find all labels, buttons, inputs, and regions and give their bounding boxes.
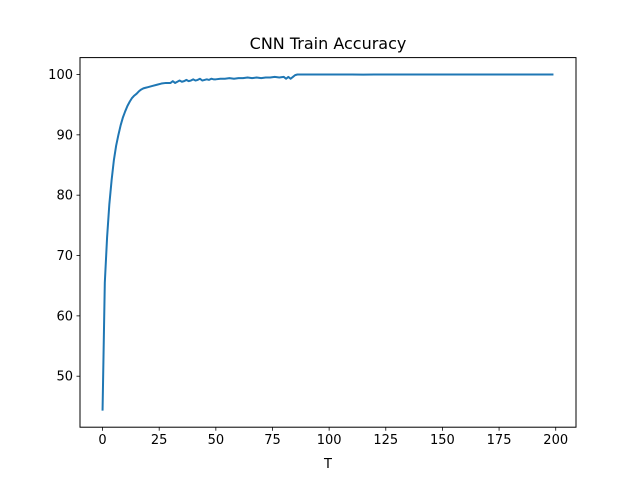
chart-title: CNN Train Accuracy <box>250 34 407 53</box>
x-tick-label: 100 <box>317 433 342 448</box>
x-tick-label: 125 <box>373 433 398 448</box>
x-tick-label: 175 <box>487 433 512 448</box>
x-tick-label: 75 <box>264 433 281 448</box>
series-line <box>101 73 554 411</box>
y-tick-label: 50 <box>56 370 73 385</box>
y-tick-label: 60 <box>56 309 73 324</box>
x-axis: 0 25 50 75 100 125 150 175 200 <box>98 427 568 448</box>
x-tick-label: 0 <box>98 433 106 448</box>
x-axis-label: T <box>323 457 332 472</box>
y-tick-label: 70 <box>56 249 73 264</box>
y-tick-label: 80 <box>56 189 73 204</box>
x-tick-label: 50 <box>208 433 225 448</box>
y-tick-label: 90 <box>56 128 73 143</box>
x-tick-label: 25 <box>151 433 168 448</box>
y-axis: 50 60 70 80 90 100 <box>48 68 80 385</box>
x-tick-label: 150 <box>430 433 455 448</box>
y-tick-label: 100 <box>48 68 73 83</box>
x-tick-label: 200 <box>543 433 568 448</box>
plot-area-frame <box>79 57 577 428</box>
